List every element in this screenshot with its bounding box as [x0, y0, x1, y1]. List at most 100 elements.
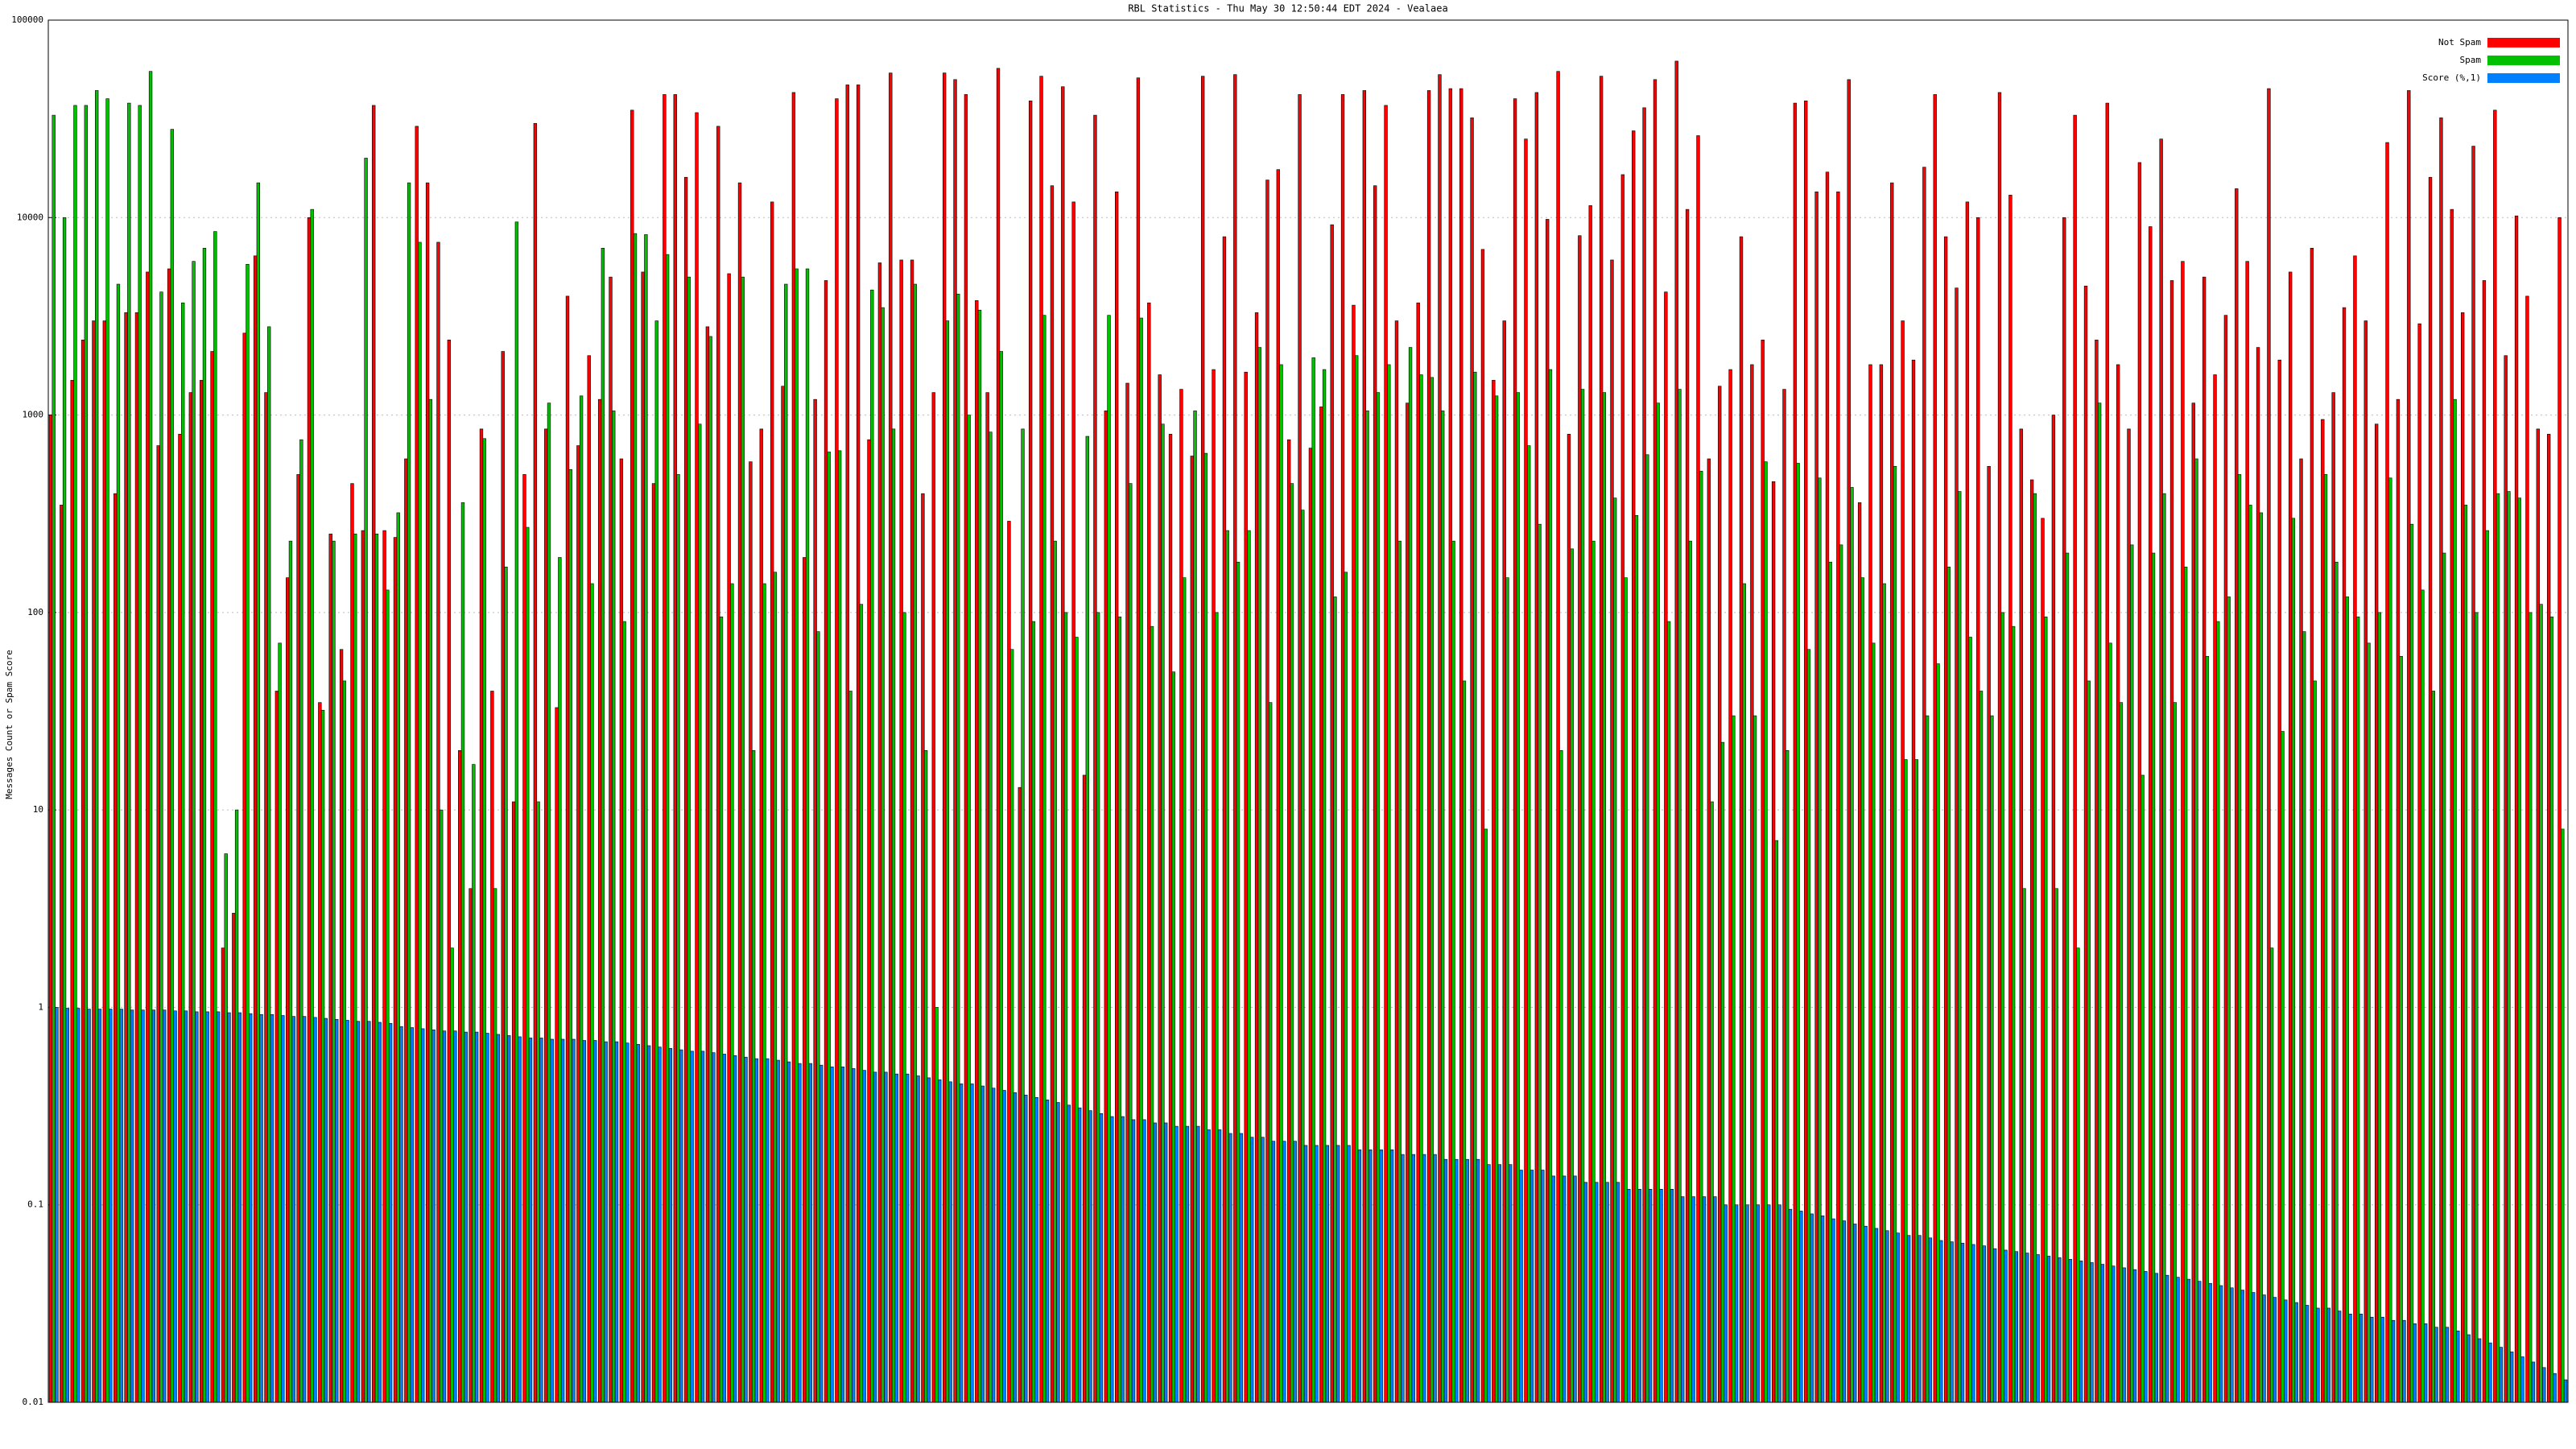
bar — [956, 293, 960, 1403]
bar — [1820, 1216, 1825, 1403]
bar — [2046, 1256, 2051, 1403]
bar — [741, 276, 745, 1403]
bar — [2439, 118, 2443, 1403]
bar — [458, 750, 462, 1403]
bar — [1914, 759, 1918, 1403]
bar — [1955, 287, 1959, 1403]
bar — [1131, 1119, 1136, 1403]
bar — [1872, 642, 1876, 1403]
bar — [202, 247, 207, 1403]
bar — [2230, 1287, 2234, 1403]
bar — [766, 1058, 770, 1403]
bar — [1031, 621, 1036, 1403]
bar — [1943, 236, 1948, 1403]
bar — [2471, 146, 2475, 1403]
bar — [1426, 90, 1431, 1403]
bar — [1906, 1235, 1911, 1403]
bar — [246, 264, 250, 1403]
bar — [1541, 1170, 1545, 1403]
bar — [1699, 470, 1703, 1403]
bar — [1632, 130, 1636, 1403]
bar — [1509, 1164, 1513, 1403]
bar — [1315, 1145, 1319, 1403]
bar — [590, 583, 594, 1403]
bar — [2475, 612, 2479, 1403]
bar — [151, 1009, 155, 1403]
bar — [1958, 491, 1962, 1403]
bar — [2407, 90, 2411, 1403]
bar — [1269, 702, 1273, 1403]
bar — [1480, 249, 1485, 1403]
bar — [1965, 201, 1970, 1403]
bar — [1806, 649, 1811, 1403]
bar — [328, 533, 332, 1403]
bar — [2132, 1269, 2137, 1403]
bar — [1056, 1102, 1060, 1403]
bar — [899, 259, 903, 1403]
bar — [1853, 1224, 1857, 1403]
bar — [889, 72, 893, 1403]
bar — [1330, 224, 1334, 1403]
bar — [2205, 655, 2210, 1403]
bar — [421, 1028, 425, 1403]
bar — [1595, 1182, 1599, 1403]
bar — [2434, 1327, 2438, 1403]
bar — [1616, 1182, 1620, 1403]
bar — [1691, 1196, 1695, 1403]
bar — [436, 242, 440, 1403]
bar — [1406, 402, 1410, 1403]
bar — [1764, 461, 1768, 1403]
bar — [310, 208, 314, 1403]
bar — [579, 395, 584, 1403]
bar — [1546, 219, 1550, 1403]
bar — [1720, 741, 1725, 1403]
bar — [234, 809, 239, 1403]
bar — [2137, 162, 2142, 1403]
bar — [65, 1008, 69, 1403]
bar — [1674, 60, 1678, 1403]
legend-swatch — [2487, 38, 2560, 47]
bar — [1702, 1196, 1707, 1403]
bar — [1570, 548, 1574, 1403]
bar — [2223, 315, 2228, 1403]
y-tick-label: 0.1 — [27, 1199, 43, 1210]
bar — [1918, 1235, 1922, 1403]
bar — [1438, 74, 1442, 1403]
bar — [1653, 79, 1657, 1403]
bar — [324, 1018, 328, 1403]
bar — [2169, 280, 2174, 1403]
bar — [1901, 320, 1905, 1403]
bar — [654, 320, 658, 1403]
bar — [249, 1013, 253, 1403]
bar — [690, 1051, 694, 1403]
bar — [2165, 1274, 2169, 1403]
bar — [2359, 1314, 2363, 1403]
bar — [1082, 774, 1087, 1403]
bar — [1071, 201, 1075, 1403]
bar — [808, 1063, 812, 1403]
bar — [1344, 572, 1348, 1403]
bar — [2323, 474, 2328, 1403]
bar — [307, 217, 312, 1403]
bar — [1885, 1230, 1889, 1403]
bar — [683, 176, 688, 1403]
bar — [281, 1015, 285, 1403]
bar — [913, 283, 917, 1403]
bar — [1879, 364, 1884, 1403]
bar — [1125, 382, 1129, 1403]
bar — [565, 295, 570, 1403]
bar — [345, 1020, 349, 1403]
bar — [410, 1027, 415, 1403]
bar — [848, 691, 852, 1403]
bar — [1825, 171, 1830, 1403]
bar — [2294, 1302, 2298, 1403]
plot-frame — [47, 19, 2569, 1403]
bar — [1063, 612, 1068, 1403]
bar — [1548, 369, 1553, 1403]
bar — [518, 1036, 522, 1403]
bar — [1465, 1158, 1469, 1403]
bar — [856, 85, 861, 1403]
legend-label: Score (%,1) — [2422, 72, 2481, 83]
bar — [382, 530, 386, 1403]
bar — [1050, 185, 1055, 1403]
